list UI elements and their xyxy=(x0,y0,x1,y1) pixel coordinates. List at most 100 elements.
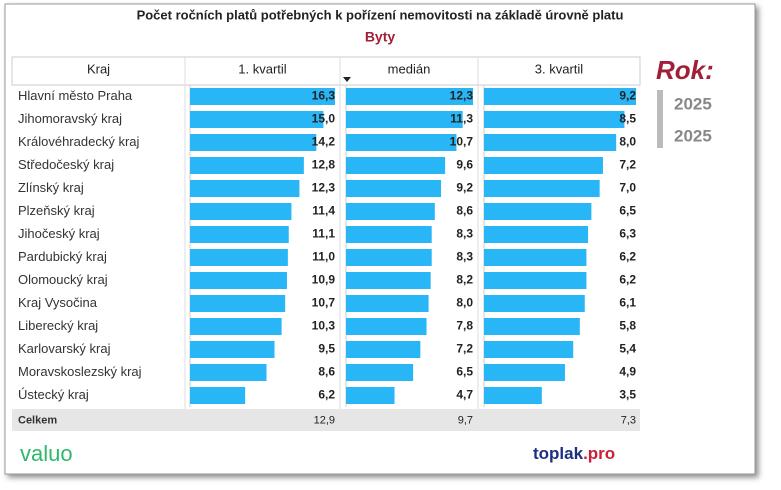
value-label: 6,2 xyxy=(318,388,335,402)
bar xyxy=(190,203,292,220)
bar xyxy=(346,203,435,220)
header-bg xyxy=(11,56,641,86)
bar xyxy=(346,157,446,174)
bar xyxy=(346,226,432,243)
value-label: 8,6 xyxy=(318,365,335,379)
bar xyxy=(346,88,473,105)
value-label: 12,3 xyxy=(312,181,336,195)
bar xyxy=(484,249,587,266)
value-label: 9,5 xyxy=(318,342,335,356)
bar xyxy=(346,134,457,151)
row-label: Zlínský kraj xyxy=(18,180,84,195)
logo-valuo: valuo xyxy=(20,441,73,466)
year-item[interactable]: 2025 xyxy=(674,126,712,145)
column-header: medián xyxy=(388,61,431,76)
bar xyxy=(484,157,603,174)
value-label: 9,7 xyxy=(458,414,473,426)
bar xyxy=(346,364,414,381)
value-label: 8,3 xyxy=(456,250,473,264)
bar xyxy=(346,111,463,128)
bar xyxy=(484,226,589,243)
row-label: Olomoucký kraj xyxy=(18,272,108,287)
bar xyxy=(190,134,317,151)
row-label: Karlovarský kraj xyxy=(18,341,111,356)
bar xyxy=(190,295,286,312)
bar xyxy=(484,180,600,197)
column-header: Kraj xyxy=(87,61,110,76)
value-label: 9,2 xyxy=(456,181,473,195)
row-label: Ústecký kraj xyxy=(18,387,89,402)
row-label: Moravskoslezský kraj xyxy=(18,364,142,379)
value-label: 11,3 xyxy=(450,112,473,126)
logo-toplak: toplak.pro xyxy=(533,444,615,463)
value-label: 6,3 xyxy=(619,227,636,241)
column-header: 3. kvartil xyxy=(535,61,584,76)
value-label: 3,5 xyxy=(619,388,636,402)
value-label: 16,3 xyxy=(312,89,336,103)
value-label: 9,6 xyxy=(456,158,473,172)
value-label: 5,8 xyxy=(619,319,636,333)
row-label: Hlavní město Praha xyxy=(18,88,133,103)
year-label: Rok: xyxy=(656,55,714,85)
year-item[interactable]: 2025 xyxy=(674,94,712,113)
value-label: 10,3 xyxy=(312,319,336,333)
bar xyxy=(190,226,289,243)
value-label: 8,5 xyxy=(619,112,636,126)
bar xyxy=(346,249,432,266)
bar xyxy=(190,180,300,197)
title: Počet ročních platů potřebných k pořízen… xyxy=(137,7,624,22)
subtitle: Byty xyxy=(365,29,396,45)
value-label: 8,2 xyxy=(456,273,473,287)
bar xyxy=(190,157,304,174)
row-label: Jihomoravský kraj xyxy=(18,111,122,126)
row-label: Středočeský kraj xyxy=(18,157,114,172)
bar xyxy=(484,134,617,151)
bar xyxy=(484,272,587,289)
row-label: Jihočeský kraj xyxy=(18,226,100,241)
value-label: 14,2 xyxy=(312,135,336,149)
row-label: Královéhradecký kraj xyxy=(18,134,139,149)
value-label: 7,8 xyxy=(456,319,473,333)
bar xyxy=(190,387,246,404)
bar xyxy=(190,272,287,289)
row-label: Liberecký kraj xyxy=(18,318,98,333)
bar xyxy=(484,203,592,220)
value-label: 9,2 xyxy=(619,89,636,103)
sort-indicator xyxy=(343,77,351,82)
value-label: 8,0 xyxy=(456,296,473,310)
total-bg xyxy=(12,409,640,431)
table: Kraj 1. kvartil medián 3. kvartil Hlavní měs… xyxy=(11,56,641,431)
value-label: 12,3 xyxy=(450,89,474,103)
value-label: 12,8 xyxy=(312,158,336,172)
bar xyxy=(484,387,542,404)
value-label: 6,2 xyxy=(619,273,636,287)
value-label: 6,5 xyxy=(456,365,473,379)
value-label: 4,7 xyxy=(456,388,473,402)
logo-part: toplak xyxy=(533,444,584,463)
value-label: 12,9 xyxy=(314,414,335,426)
value-label: 8,6 xyxy=(456,204,473,218)
row-label: Plzeňský kraj xyxy=(18,203,95,218)
year-scrollbar xyxy=(657,90,663,148)
value-label: 15,0 xyxy=(312,112,336,126)
bar xyxy=(190,88,335,105)
bar xyxy=(484,295,585,312)
logo-part: .pro xyxy=(583,444,615,463)
bar xyxy=(190,249,288,266)
bar xyxy=(346,341,421,358)
value-label: 7,0 xyxy=(619,181,636,195)
bar xyxy=(346,295,429,312)
value-label: 6,1 xyxy=(619,296,636,310)
value-label: 11,0 xyxy=(312,250,335,264)
bar xyxy=(484,111,625,128)
value-label: 10,7 xyxy=(450,135,474,149)
value-label: 11,4 xyxy=(312,204,335,218)
value-label: 8,0 xyxy=(619,135,636,149)
bar xyxy=(190,318,282,335)
bar xyxy=(346,272,431,289)
bar xyxy=(346,180,441,197)
row-label: Pardubický kraj xyxy=(18,249,107,264)
value-label: 7,2 xyxy=(619,158,636,172)
value-label: 7,2 xyxy=(456,342,473,356)
